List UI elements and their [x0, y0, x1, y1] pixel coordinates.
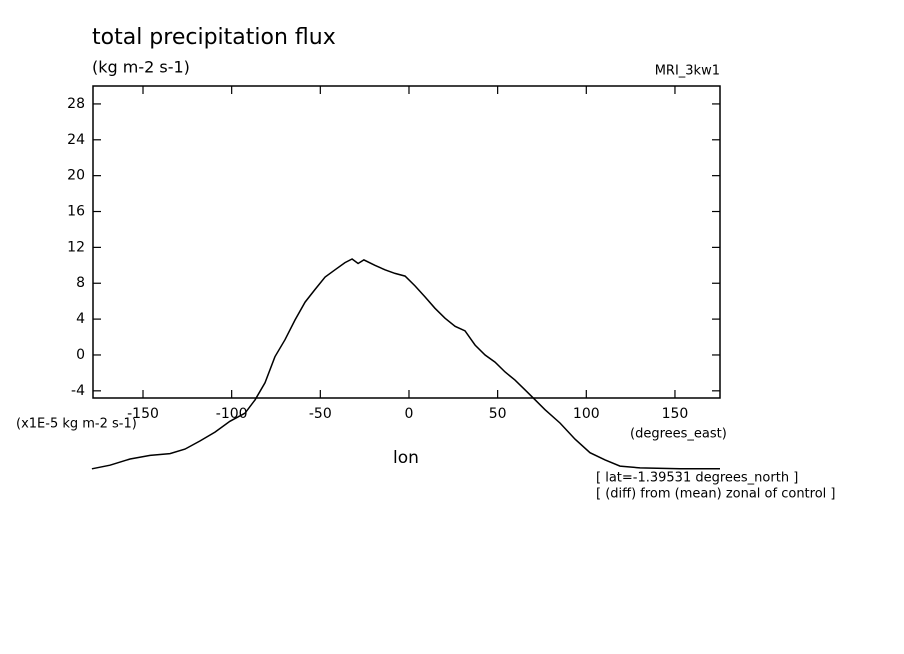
chart-subtitle: (kg m-2 s-1) — [92, 58, 190, 77]
data-line — [91, 258, 720, 470]
annotation: [ (diff) from (mean) zonal of control ] — [596, 487, 835, 502]
annotation: [ lat=-1.39531 degrees_north ] — [596, 471, 798, 486]
x-tick-label: -50 — [309, 406, 332, 422]
dataset-label: MRI_3kw1 — [655, 64, 720, 79]
x-tick-label: 0 — [405, 406, 414, 422]
chart-title: total precipitation flux — [92, 25, 336, 50]
x-tick-label: 50 — [489, 406, 507, 422]
y-tick-label: 20 — [67, 168, 85, 184]
x-axis-units: (degrees_east) — [630, 427, 727, 442]
y-tick-label: 24 — [67, 132, 85, 148]
y-tick-label: 16 — [67, 204, 85, 220]
y-tick-label: 12 — [67, 239, 85, 255]
x-tick-label: 150 — [662, 406, 689, 422]
x-tick-label: -150 — [127, 406, 159, 422]
x-axis-label: lon — [393, 448, 419, 468]
y-axis-label: (x1E-5 kg m-2 s-1) — [16, 417, 137, 432]
y-tick-label: -4 — [71, 383, 85, 399]
y-tick-label: 0 — [76, 347, 85, 363]
x-tick-label: 100 — [573, 406, 600, 422]
y-tick-label: 8 — [76, 275, 85, 291]
y-tick-label: 28 — [67, 96, 85, 112]
plot-frame — [92, 85, 721, 399]
y-tick-label: 4 — [76, 311, 85, 327]
x-tick-label: -100 — [216, 406, 248, 422]
